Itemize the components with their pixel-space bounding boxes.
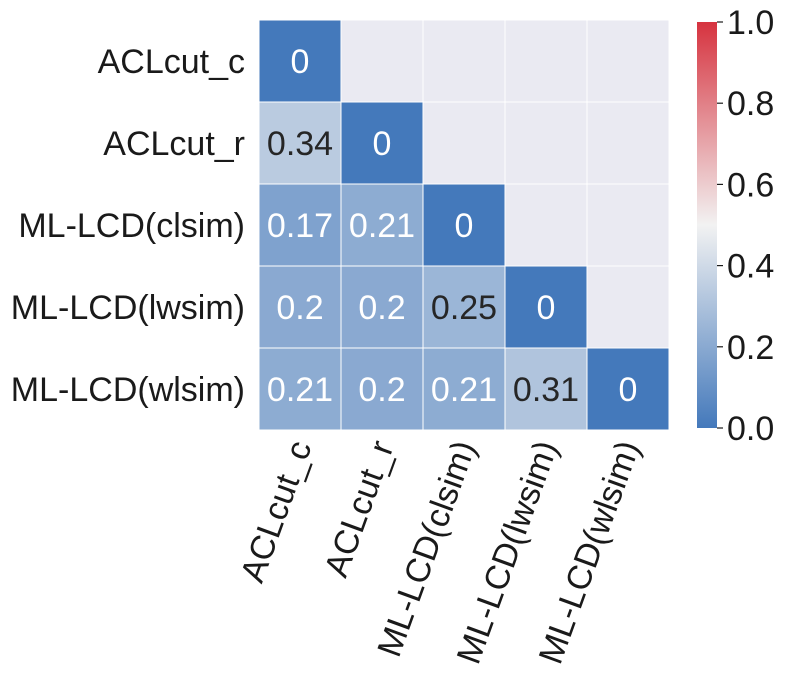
heatmap-cell [258,19,342,103]
heatmap-masked-cell [422,101,506,185]
heatmap-masked-cell [586,265,670,349]
cell-value-label: 0 [537,289,556,327]
heatmap-masked-cell [586,183,670,267]
cell-value-label: 0.31 [513,371,579,409]
heatmap-cell [504,265,588,349]
heatmap-masked-cell [586,19,670,103]
row-tick-label: ML-LCD(clsim) [18,207,245,245]
colorbar-tick-label: 0.2 [727,329,774,367]
colorbar-tick-label: 0.8 [727,85,774,123]
heatmap-masked-cell [422,19,506,103]
heatmap-cell [422,347,506,431]
heatmap-cell [586,347,670,431]
cell-value-label: 0.2 [276,289,323,327]
heatmap-cell [340,183,424,267]
cell-value-label: 0 [373,125,392,163]
cell-value-label: 0.21 [431,371,497,409]
heatmap-masked-cell [504,183,588,267]
heatmap-cell [422,183,506,267]
cell-value-label: 0.25 [431,289,497,327]
cell-value-label: 0.2 [358,289,405,327]
cell-value-label: 0.2 [358,371,405,409]
column-labels: ACLcut_cACLcut_rML-LCD(clsim)ML-LCD(lwsi… [233,436,647,669]
cell-value-label: 0.34 [267,125,333,163]
heatmap-cell [258,183,342,267]
cell-value-label: 0.21 [349,207,415,245]
colorbar: 0.0 0.2 0.4 0.6 0.8 1.0 [697,4,774,448]
cell-value-label: 0 [291,43,310,81]
heatmap-cell [504,347,588,431]
cell-value-label: 0.17 [267,207,333,245]
heatmap-masked-cell [504,101,588,185]
heatmap-masked-cell [340,19,424,103]
heatmap-cell [340,101,424,185]
column-tick-label: ACLcut_r [317,436,401,582]
cell-value-label: 0 [619,371,638,409]
row-tick-label: ML-LCD(lwsim) [11,289,245,327]
heatmap-masked-cell [586,101,670,185]
cell-value-label: 0 [455,207,474,245]
row-tick-label: ML-LCD(wlsim) [11,371,245,409]
colorbar-tick-label: 0.0 [727,410,774,448]
colorbar-tick-label: 0.6 [727,166,774,204]
heatmap-cell [340,347,424,431]
row-tick-label: ACLcut_r [103,125,245,163]
heatmap-grid: 0 0.34 0 0.17 0.21 0 0.2 0.2 0.25 0 0.21 0.2 0.21 0.3… [258,19,670,431]
heatmap-masked-cell [504,19,588,103]
colorbar-tick-label: 1.0 [727,4,774,42]
cell-value-label: 0.21 [267,371,333,409]
row-tick-label: ACLcut_c [98,43,245,81]
column-tick-label: ACLcut_c [233,436,319,588]
colorbar-tick-label: 0.4 [727,248,774,286]
colorbar-scale [697,22,717,428]
heatmap-cell [340,265,424,349]
row-labels: ACLcut_c ACLcut_r ML-LCD(clsim) ML-LCD(lwsi… [11,43,245,409]
heatmap-cell [258,101,342,185]
